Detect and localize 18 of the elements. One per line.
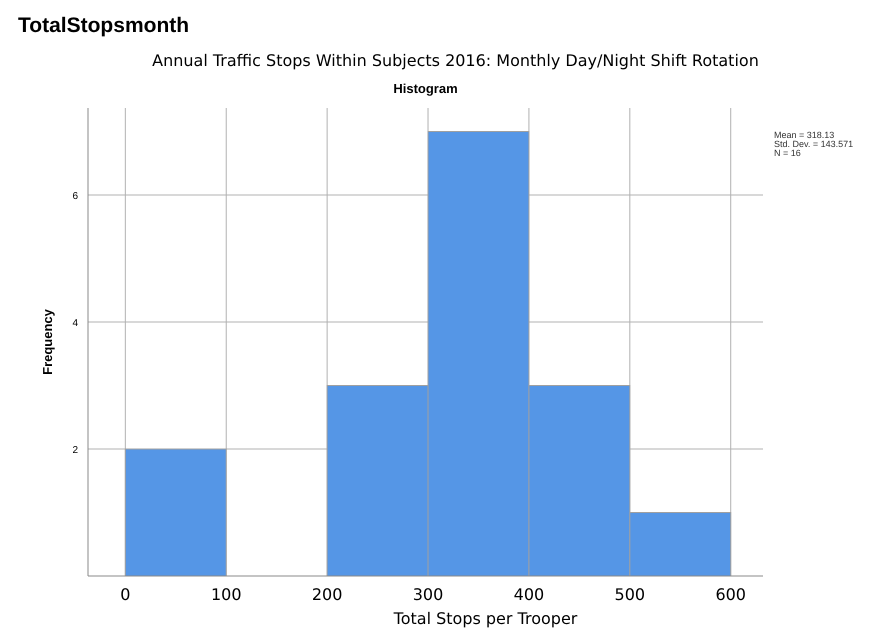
y-tick-label: 6 (72, 190, 78, 202)
x-tick-label: 300 (412, 585, 444, 604)
text: N = 16 (774, 148, 801, 158)
text: Std. Dev. = 143.571 (774, 139, 854, 149)
x-axis-title: Total Stops per Trooper (392, 609, 578, 628)
x-tick-label: 0 (120, 585, 130, 604)
y-axis-title: Frequency (40, 308, 55, 375)
x-tick-label: 100 (210, 585, 242, 604)
y-tick-label: 4 (72, 318, 78, 329)
x-tick-label: 400 (514, 585, 544, 604)
x-tick-label: 200 (312, 585, 342, 604)
chart-subtitle: Annual Traffic Stops Within Subjects 2016: Monthly Day/Night Shift Rotation (152, 51, 759, 70)
chart-title: TotalStopsmonth (18, 14, 190, 37)
text: Mean = 318.13 (774, 130, 834, 140)
y-tick-label: 2 (72, 445, 78, 456)
x-tick-label: 500 (614, 585, 646, 604)
x-tick-label: 600 (715, 585, 746, 604)
text: Histogram (393, 81, 458, 96)
